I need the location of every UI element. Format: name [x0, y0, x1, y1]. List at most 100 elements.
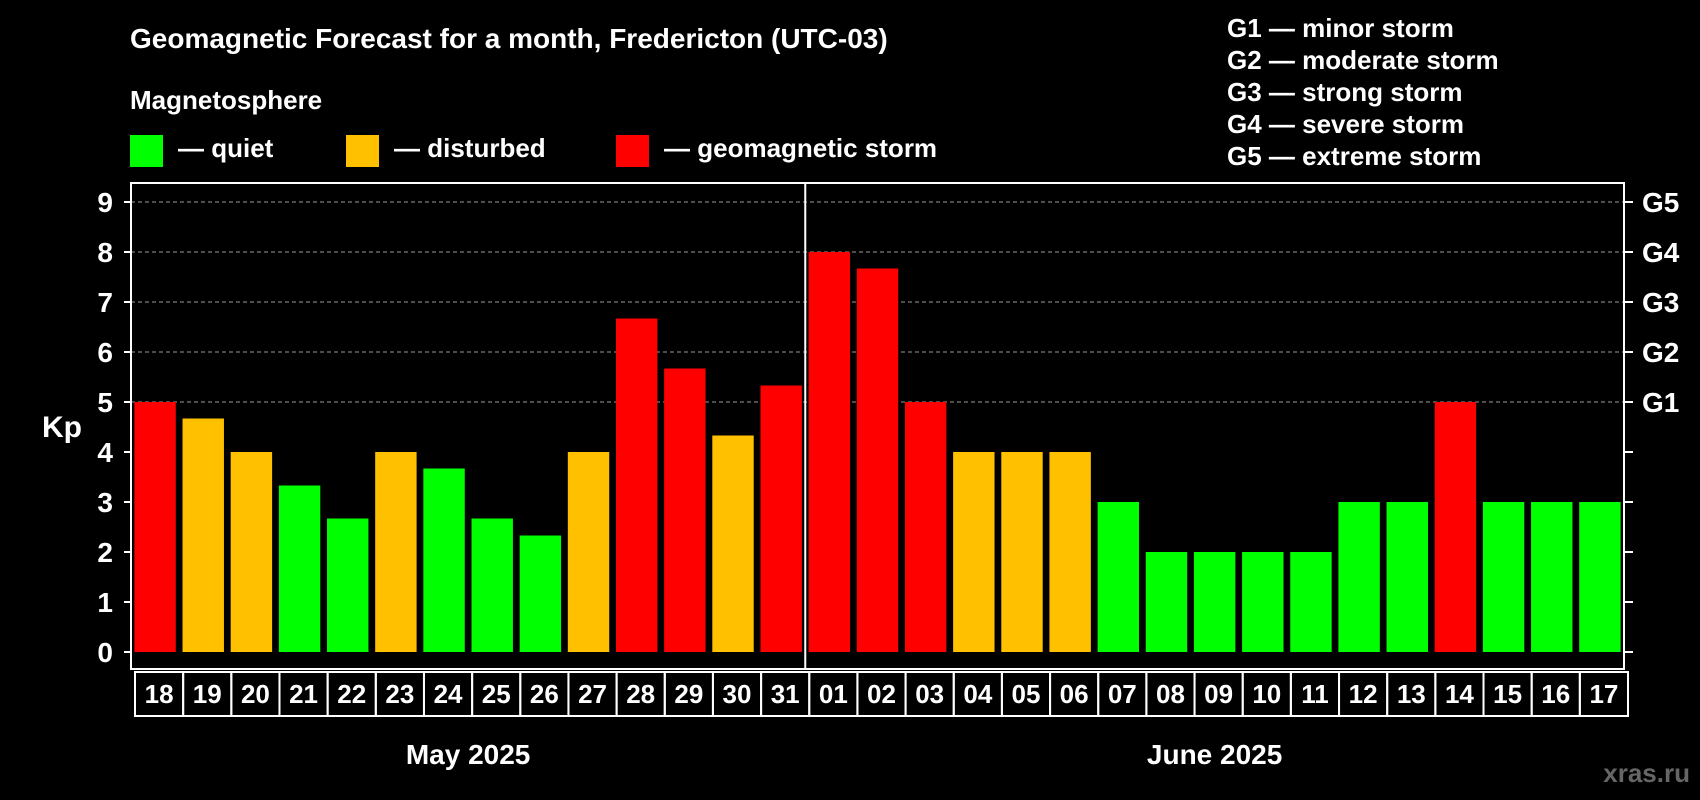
storm-level-label: G5 — [1642, 187, 1679, 218]
bar-12 — [1338, 502, 1380, 652]
day-label-01: 01 — [819, 679, 848, 709]
day-label-22: 22 — [337, 679, 366, 709]
bar-17 — [1579, 502, 1621, 652]
bar-11 — [1290, 552, 1332, 652]
bar-05 — [1001, 452, 1043, 652]
storm-level-label: G2 — [1642, 337, 1679, 368]
legend-label-quiet: — quiet — [178, 133, 274, 163]
legend-swatch-storm — [616, 135, 649, 167]
month-label: May 2025 — [406, 739, 531, 770]
bar-19 — [182, 418, 224, 652]
watermark: xras.ru — [1603, 758, 1690, 788]
bar-21 — [278, 485, 321, 652]
storm-level-label: G4 — [1642, 237, 1680, 268]
day-label-16: 16 — [1541, 679, 1570, 709]
day-label-14: 14 — [1445, 679, 1474, 709]
y-tick-label: 5 — [97, 387, 113, 418]
y-tick-label: 2 — [97, 537, 113, 568]
storm-level-label: G1 — [1642, 387, 1679, 418]
day-label-11: 11 — [1301, 679, 1329, 709]
bar-03 — [904, 402, 947, 652]
day-label-05: 05 — [1012, 679, 1041, 709]
bars — [134, 252, 1621, 652]
day-label-21: 21 — [289, 679, 318, 709]
month-label: June 2025 — [1147, 739, 1282, 770]
bar-08 — [1145, 552, 1188, 652]
bar-20 — [230, 452, 273, 652]
day-label-19: 19 — [193, 679, 222, 709]
bar-01 — [808, 252, 851, 652]
legend-label-storm: — geomagnetic storm — [664, 133, 937, 163]
y-tick-label: 6 — [97, 337, 113, 368]
storm-legend-item: G1 — minor storm — [1227, 13, 1454, 43]
legend-swatch-quiet — [130, 135, 163, 167]
bar-31 — [760, 385, 802, 652]
legend-swatch-disturbed — [346, 135, 379, 167]
month-labels: May 2025 June 2025 — [406, 739, 1282, 770]
day-label-20: 20 — [241, 679, 270, 709]
bar-27 — [567, 452, 610, 652]
bar-07 — [1097, 502, 1140, 652]
bar-14 — [1434, 402, 1477, 652]
storm-legend-item: G3 — strong storm — [1227, 77, 1462, 107]
y-axis: 0 1 2 3 4 5 6 7 8 9 — [97, 187, 131, 668]
bar-06 — [1049, 452, 1091, 652]
bar-15 — [1482, 502, 1525, 652]
day-label-08: 08 — [1156, 679, 1185, 709]
bar-23 — [375, 452, 417, 652]
storm-legend-item: G2 — moderate storm — [1227, 45, 1499, 75]
day-label-03: 03 — [915, 679, 944, 709]
day-label-25: 25 — [482, 679, 511, 709]
y-tick-label: 7 — [97, 287, 113, 318]
bar-29 — [664, 368, 706, 652]
storm-level-label: G3 — [1642, 287, 1679, 318]
x-axis: 18 19 20 21 22 23 24 25 26 27 28 29 30 31 01 02 03 04 05 06… — [134, 671, 1630, 717]
bar-02 — [856, 268, 899, 652]
bar-26 — [519, 535, 562, 652]
y-tick-label: 0 — [97, 637, 113, 668]
bar-24 — [423, 468, 465, 652]
bar-16 — [1531, 502, 1573, 652]
y-axis-label: Kp — [42, 411, 82, 444]
day-label-12: 12 — [1349, 679, 1378, 709]
bar-22 — [327, 518, 369, 652]
bar-13 — [1386, 502, 1428, 652]
day-label-13: 13 — [1397, 679, 1426, 709]
day-label-17: 17 — [1589, 679, 1618, 709]
day-label-02: 02 — [867, 679, 896, 709]
day-label-15: 15 — [1493, 679, 1522, 709]
day-label-28: 28 — [626, 679, 655, 709]
y-tick-label: 1 — [97, 587, 113, 618]
day-label-31: 31 — [771, 679, 800, 709]
bar-09 — [1193, 552, 1236, 652]
day-label-18: 18 — [145, 679, 174, 709]
day-label-29: 29 — [674, 679, 703, 709]
day-label-24: 24 — [434, 679, 463, 709]
day-label-30: 30 — [723, 679, 752, 709]
plot-frame — [130, 182, 1625, 670]
legend-heading: Magnetosphere — [130, 85, 322, 115]
storm-legend-item: G4 — severe storm — [1227, 109, 1464, 139]
day-label-07: 07 — [1108, 679, 1137, 709]
chart-title: Geomagnetic Forecast for a month, Freder… — [130, 23, 888, 54]
day-label-09: 09 — [1204, 679, 1233, 709]
grid-lines — [131, 201, 1624, 403]
y-tick-label: 8 — [97, 237, 113, 268]
bar-30 — [712, 435, 754, 652]
day-label-10: 10 — [1252, 679, 1281, 709]
bar-28 — [615, 318, 658, 652]
y-tick-label: 9 — [97, 187, 113, 218]
day-label-23: 23 — [385, 679, 414, 709]
day-label-27: 27 — [578, 679, 607, 709]
bar-25 — [471, 518, 513, 652]
day-label-04: 04 — [963, 679, 992, 709]
bar-18 — [134, 402, 176, 652]
bar-10 — [1242, 552, 1284, 652]
day-cell — [1578, 671, 1630, 717]
status-legend: — quiet — disturbed — geomagnetic storm — [130, 133, 937, 167]
day-label-06: 06 — [1060, 679, 1089, 709]
legend-label-disturbed: — disturbed — [394, 133, 546, 163]
day-label-26: 26 — [530, 679, 559, 709]
storm-legend-item: G5 — extreme storm — [1227, 141, 1481, 171]
